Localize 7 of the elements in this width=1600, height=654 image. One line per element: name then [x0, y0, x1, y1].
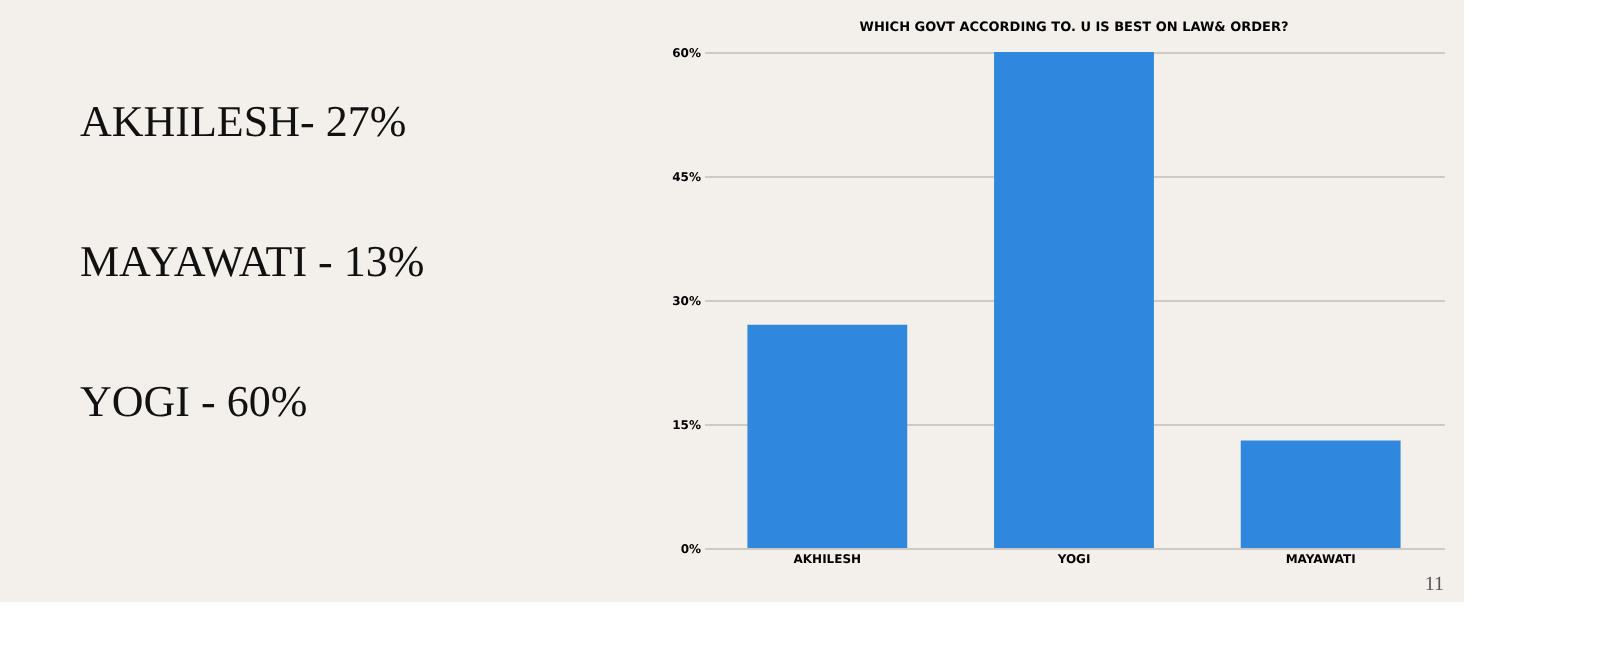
- text: MAYAWATI - 13%: [80, 236, 425, 286]
- bar: [1240, 440, 1401, 548]
- bar: [994, 52, 1154, 548]
- bar: [747, 324, 908, 548]
- text: 11: [1424, 574, 1444, 596]
- text: YOGI - 60%: [80, 376, 308, 426]
- text: AKHILESH- 27%: [80, 96, 407, 146]
